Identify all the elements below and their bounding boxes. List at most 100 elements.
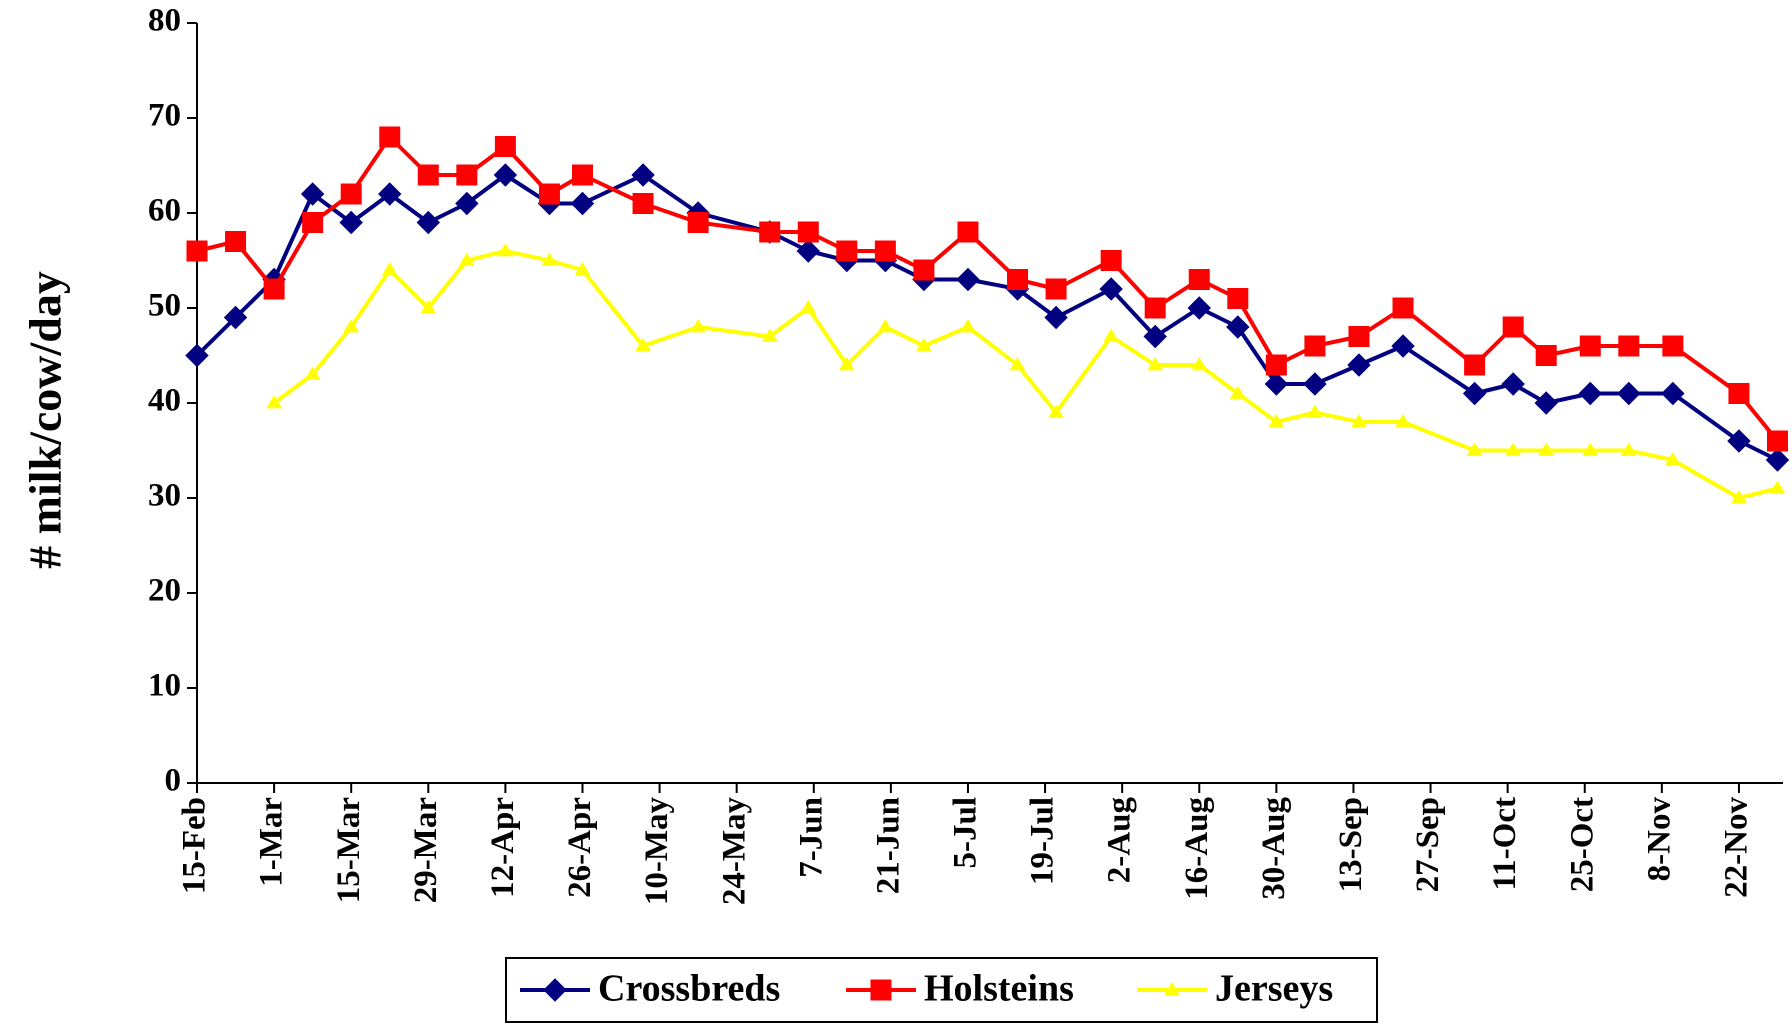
x-tick-label: 22-Nov	[1719, 797, 1755, 898]
data-point	[420, 300, 437, 314]
data-point	[960, 319, 976, 333]
data-point	[574, 262, 591, 276]
data-point	[266, 395, 282, 409]
legend-marker	[1164, 982, 1180, 996]
x-tick-label: 21-Jun	[870, 797, 906, 894]
y-tick-label: 70	[148, 98, 181, 134]
data-point	[1727, 429, 1751, 453]
data-point	[916, 338, 932, 352]
data-point	[1347, 353, 1371, 377]
data-point	[836, 240, 858, 262]
data-point	[455, 191, 479, 216]
legend-marker	[543, 978, 567, 1002]
data-point	[1229, 385, 1246, 399]
data-point	[225, 231, 247, 252]
data-point	[304, 366, 321, 380]
data-point	[343, 319, 360, 333]
data-point	[300, 182, 325, 206]
data-point	[339, 210, 363, 235]
x-tick-label: 27-Sep	[1410, 797, 1446, 892]
data-point	[1009, 357, 1026, 371]
data-point	[761, 328, 778, 342]
data-point	[263, 278, 285, 300]
data-point	[1144, 297, 1166, 319]
data-point	[1187, 296, 1211, 320]
data-point	[541, 252, 558, 266]
data-point	[1766, 430, 1788, 452]
data-point	[690, 319, 707, 333]
data-point	[1664, 452, 1681, 466]
data-point	[874, 240, 896, 262]
data-point	[1620, 442, 1637, 456]
x-tick-label: 12-Apr	[485, 797, 521, 898]
data-point	[1268, 414, 1285, 428]
data-point	[635, 338, 651, 352]
data-point	[913, 259, 935, 281]
data-point	[1264, 372, 1289, 396]
data-point	[1044, 305, 1068, 330]
legend: Crossbreds Holsteins Jerseys	[505, 957, 1378, 1023]
data-point	[1618, 335, 1640, 357]
x-tick-label: 16-Aug	[1179, 797, 1215, 900]
data-point	[1538, 442, 1555, 456]
x-tick-label: 2-Aug	[1102, 797, 1138, 884]
data-point	[1502, 316, 1524, 338]
data-point	[797, 221, 819, 243]
data-point	[1103, 328, 1120, 342]
data-point	[570, 191, 595, 216]
data-point	[1505, 442, 1522, 456]
data-point	[1227, 288, 1249, 309]
data-point	[1099, 277, 1123, 301]
legend-marker	[870, 979, 892, 1001]
data-point	[456, 164, 478, 186]
x-tick-label: 5-Jul	[948, 797, 984, 869]
data-point	[800, 300, 817, 314]
data-point	[1143, 324, 1167, 349]
y-axis-label: # milk/cow/day	[20, 271, 71, 569]
data-point	[538, 183, 560, 205]
data-point	[1579, 335, 1601, 357]
y-tick-label: 40	[148, 383, 181, 419]
data-point	[838, 357, 855, 371]
x-tick-label: 24-May	[716, 797, 752, 906]
x-tick-label: 15-Mar	[331, 797, 367, 903]
data-point	[1395, 414, 1411, 428]
data-point	[877, 319, 894, 333]
data-point	[1265, 354, 1287, 376]
y-tick-label: 80	[148, 3, 181, 39]
data-point	[1188, 269, 1210, 290]
data-point	[956, 267, 980, 292]
x-tick-label: 25-Oct	[1564, 797, 1600, 892]
data-point	[1662, 335, 1684, 357]
data-point	[632, 193, 654, 214]
data-point	[1391, 334, 1415, 358]
x-tick-label: 29-Mar	[408, 797, 444, 903]
data-point	[631, 163, 655, 187]
data-point	[223, 305, 248, 330]
legend-label: Holsteins	[924, 968, 1074, 1010]
data-point	[687, 212, 709, 233]
x-tick-label: 7-Jun	[793, 797, 829, 878]
y-tick-label: 20	[148, 573, 181, 609]
data-point	[1007, 269, 1029, 290]
y-tick-label: 30	[148, 478, 181, 514]
data-point	[378, 182, 402, 206]
data-point	[957, 221, 979, 243]
data-point	[186, 240, 208, 262]
data-point	[494, 136, 516, 157]
data-point	[1464, 354, 1486, 376]
x-tick-label: 11-Oct	[1487, 797, 1523, 890]
data-point	[1534, 391, 1558, 415]
data-point	[1392, 297, 1414, 319]
x-tick-label: 26-Apr	[562, 797, 598, 898]
x-tick-label: 8-Nov	[1641, 797, 1677, 882]
data-point	[1728, 383, 1750, 404]
y-tick-label: 50	[148, 288, 181, 324]
data-point	[1307, 404, 1323, 418]
data-point	[571, 164, 593, 186]
data-point	[1466, 442, 1483, 456]
data-point	[1661, 381, 1685, 406]
data-point	[1617, 381, 1641, 406]
data-point	[1045, 278, 1067, 300]
